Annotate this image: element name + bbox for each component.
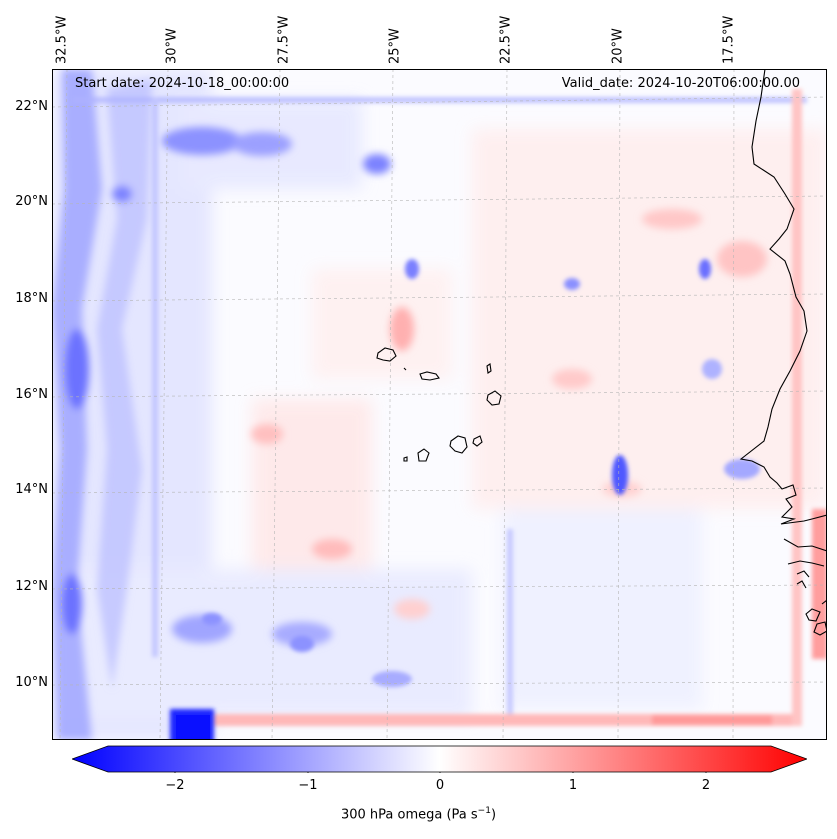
- cb-tick-2: 2: [701, 778, 711, 793]
- cb-tick-1: 1: [568, 778, 578, 793]
- lat-label-20n: 20°N: [15, 194, 48, 209]
- lon-label-25w: 25°W: [387, 28, 403, 64]
- cb-tick-0: 0: [435, 778, 445, 793]
- lon-label-20w: 20°W: [610, 28, 626, 64]
- valid-date-label: Valid_date: 2024-10-20T06:00:00.00: [561, 76, 800, 91]
- cb-tick-minus-1: −1: [298, 778, 318, 793]
- lat-label-10n: 10°N: [15, 675, 48, 690]
- gridlines: [52, 69, 827, 740]
- lon-label-17-5w: 17.5°W: [721, 15, 737, 64]
- west-africa-coastline: [739, 69, 827, 636]
- lon-label-27-5w: 27.5°W: [276, 15, 292, 64]
- lat-label-12n: 12°N: [15, 579, 48, 594]
- lat-label-16n: 16°N: [15, 387, 48, 402]
- colorbar-label: 300 hPa omega (Pa s−1): [0, 806, 837, 822]
- colorbar-gradient: [72, 745, 807, 773]
- colorbar-ticks: [174, 772, 707, 773]
- start-date-label: Start date: 2024-10-18_00:00:00: [75, 76, 290, 91]
- lat-label-22n: 22°N: [15, 99, 48, 114]
- colorbar-label-text: 300 hPa omega (Pa s: [340, 807, 478, 823]
- lon-label-32-5w: 32.5°W: [54, 15, 70, 64]
- colorbar-label-exponent: −1: [477, 806, 491, 816]
- strong-ascent-patch: [176, 715, 210, 740]
- cape-verde-islands: [376, 347, 502, 462]
- lat-label-18n: 18°N: [15, 291, 48, 306]
- lon-label-30w: 30°W: [164, 28, 180, 64]
- lat-label-14n: 14°N: [15, 482, 48, 497]
- omega-field: [52, 69, 827, 740]
- cb-tick-minus-2: −2: [165, 778, 185, 793]
- colorbar-label-close: ): [490, 807, 497, 823]
- colorbar: [72, 745, 807, 773]
- omega-map: [52, 69, 827, 740]
- lon-label-22-5w: 22.5°W: [498, 15, 514, 64]
